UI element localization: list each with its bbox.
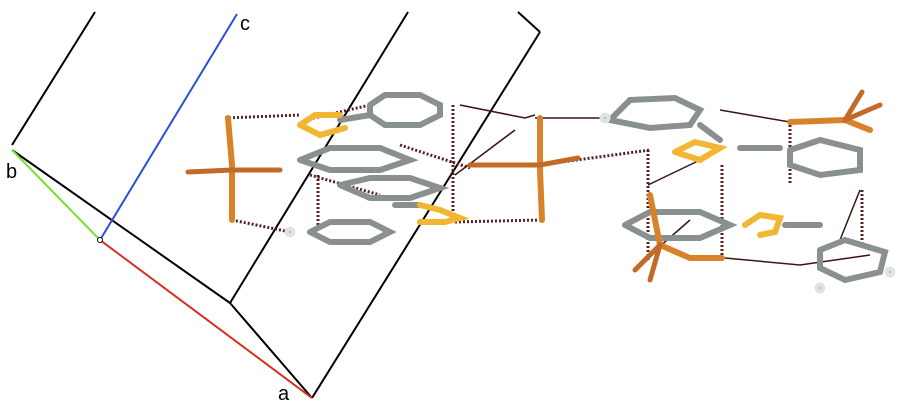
axis-label-b: b [6, 161, 17, 183]
axis-label-c: c [240, 13, 250, 35]
crystal-packing-diagram: c b a [0, 0, 902, 403]
unit-cell [12, 12, 540, 398]
molecules [188, 92, 893, 291]
axis-label-a: a [278, 383, 290, 403]
